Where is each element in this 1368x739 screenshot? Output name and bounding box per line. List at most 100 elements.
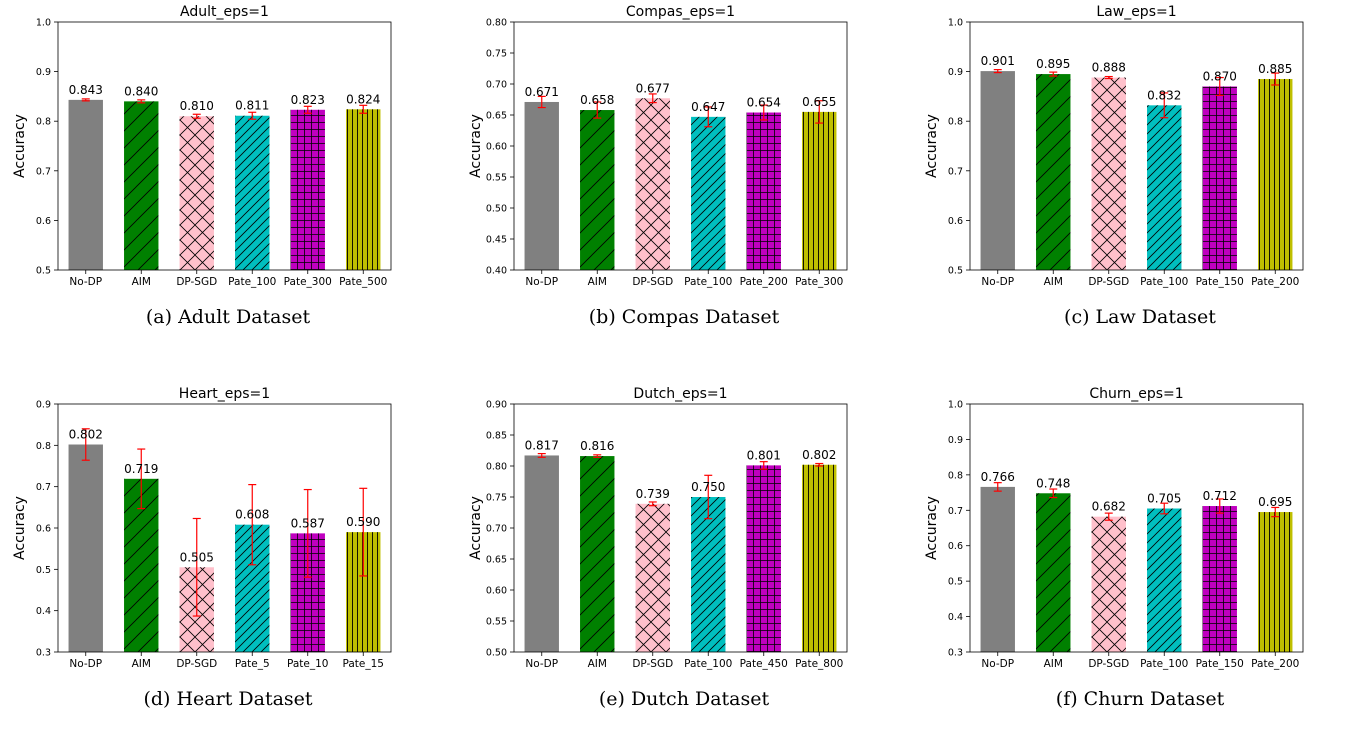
y-tick-label: 0.9 (948, 435, 963, 446)
chart-title: Dutch_eps=1 (633, 386, 727, 402)
y-tick-label: 0.65 (486, 555, 507, 566)
chart-churn: Churn_eps=1 Accuracy 0.3 0.4 0.5 0.6 0.7 0.8 0.9… (924, 386, 1304, 670)
y-tick-label: 0.80 (486, 462, 507, 473)
bar-hatch-dp-sgd (1091, 77, 1126, 270)
x-tick-label: Pate_200 (740, 276, 788, 288)
panel-law: Law_eps=1 Accuracy 0.5 0.6 0.7 0.8 0.9 1.0 0.901… (912, 0, 1368, 357)
bar-value-label: 0.832 (1147, 88, 1181, 102)
bar-value-label: 0.870 (1203, 69, 1237, 83)
bar-value-label: 0.695 (1258, 495, 1292, 509)
chart-law: Law_eps=1 Accuracy 0.5 0.6 0.7 0.8 0.9 1.0 0.901… (924, 4, 1304, 288)
bar-no-dp (524, 101, 559, 270)
x-tick-label: Pate_100 (1140, 276, 1188, 288)
x-tick-label: Pate_15 (343, 658, 384, 670)
y-tick-label: 0.8 (948, 470, 963, 481)
x-tick-label: DP-SGD (632, 658, 673, 670)
y-axis-label: Accuracy (468, 114, 484, 178)
y-tick-label: 1.0 (948, 400, 963, 411)
bar-value-label: 0.823 (291, 93, 325, 107)
bar-hatch-pate-100 (1147, 508, 1182, 652)
chart-adult: Adult_eps=1 Accuracy 0.5 0.6 0.7 0.8 0.9 1.0 0.8… (12, 4, 392, 288)
x-tick-label: AIM (588, 658, 607, 670)
panel-churn: Churn_eps=1 Accuracy 0.3 0.4 0.5 0.6 0.7 0.8 0.9… (912, 382, 1368, 739)
bar-value-label: 0.505 (180, 550, 214, 564)
chart-title: Compas_eps=1 (626, 4, 735, 20)
y-axis-label: Accuracy (924, 114, 940, 178)
bar-value-label: 0.658 (580, 93, 614, 107)
bar-hatch-pate-100 (691, 116, 726, 270)
y-tick-label: 0.5 (948, 577, 963, 588)
chart-title: Adult_eps=1 (180, 4, 269, 20)
bar-group-pate-200: 0.695 (1258, 495, 1293, 652)
bar-hatch-pate-100 (1147, 105, 1182, 270)
x-tick-label: Pate_10 (287, 658, 328, 670)
x-tick-label: DP-SGD (1088, 276, 1129, 288)
y-tick-label: 0.40 (486, 266, 507, 277)
y-tick-label: 0.9 (36, 67, 51, 78)
bar-group-pate-100: 0.705 (1147, 492, 1182, 652)
x-tick-label: AIM (132, 658, 151, 670)
bar-value-label: 0.647 (691, 100, 725, 114)
x-tick-label: Pate_800 (795, 658, 843, 670)
bar-hatch-pate-300 (802, 111, 837, 271)
bar-value-label: 0.682 (1092, 500, 1126, 514)
y-axis-label: Accuracy (12, 496, 28, 560)
bar-group-no-dp: 0.766 (980, 470, 1015, 652)
bar-hatch-aim (580, 110, 615, 270)
y-tick-label: 0.8 (36, 117, 51, 128)
y-tick-label: 0.6 (36, 216, 51, 227)
x-tick-label: Pate_100 (684, 276, 732, 288)
bar-hatch-aim (580, 456, 615, 652)
bar-group-pate-100: 0.647 (691, 100, 726, 270)
plot-frame (969, 21, 1304, 271)
y-tick-label: 0.5 (948, 266, 963, 277)
bar-no-dp (980, 71, 1015, 270)
bar-value-label: 0.748 (1036, 476, 1070, 490)
x-tick-label: DP-SGD (1088, 658, 1129, 670)
bar-group-aim: 0.719 (124, 448, 159, 652)
bar-group-pate-100: 0.811 (235, 99, 270, 270)
bar-group-dp-sgd: 0.677 (635, 81, 670, 270)
bar-no-dp (980, 486, 1015, 652)
chart-dutch: Dutch_eps=1 Accuracy 0.50 0.55 0.60 0.65 0.70 0… (468, 386, 848, 670)
caption-adult: (a) Adult Dataset (145, 306, 311, 328)
bar-group-pate-500: 0.824 (346, 92, 381, 271)
y-tick-label: 0.45 (486, 235, 507, 246)
x-tick-label: Pate_100 (684, 658, 732, 670)
x-tick-label: Pate_100 (1140, 658, 1188, 670)
y-tick-label: 0.7 (36, 482, 51, 493)
bar-no-dp (524, 455, 559, 652)
y-tick-label: 0.50 (486, 204, 507, 215)
bar-hatch-pate-800 (802, 464, 837, 652)
y-tick-label: 0.5 (36, 565, 51, 576)
bar-hatch-dp-sgd (635, 503, 670, 652)
y-axis-label: Accuracy (924, 496, 940, 560)
bar-value-label: 0.750 (691, 480, 725, 494)
y-tick-label: 0.3 (36, 648, 51, 659)
caption-heart: (d) Heart Dataset (143, 688, 313, 710)
bar-hatch-pate-200 (1258, 512, 1293, 652)
bar-group-pate-300: 0.655 (802, 95, 837, 271)
y-tick-label: 0.6 (36, 524, 51, 535)
y-tick-label: 0.75 (486, 493, 507, 504)
y-tick-label: 0.80 (486, 18, 507, 29)
x-tick-label: DP-SGD (176, 658, 217, 670)
chart-compas: Compas_eps=1 Accuracy 0.40 0.45 0.50 0.55 0.60… (468, 4, 848, 288)
y-tick-label: 0.6 (948, 216, 963, 227)
bar-group-pate-150: 0.712 (1202, 489, 1237, 652)
bar-hatch-aim (1036, 74, 1071, 270)
y-tick-label: 0.90 (486, 400, 507, 411)
chart-title: Law_eps=1 (1096, 4, 1176, 20)
panel-compas: Compas_eps=1 Accuracy 0.40 0.45 0.50 0.55 0.60… (456, 0, 912, 357)
x-tick-label: No-DP (69, 276, 102, 288)
y-tick-label: 0.7 (948, 506, 963, 517)
y-tick-label: 0.4 (36, 606, 51, 617)
x-tick-label: AIM (1044, 276, 1063, 288)
figure: Adult_eps=1 Accuracy 0.5 0.6 0.7 0.8 0.9 1.0 0.8… (0, 0, 1368, 710)
bar-hatch-dp-sgd (1091, 516, 1126, 652)
bar-value-label: 0.824 (346, 92, 380, 106)
panel-adult: Adult_eps=1 Accuracy 0.5 0.6 0.7 0.8 0.9 1.0 0.8… (0, 0, 456, 357)
bar-no-dp (68, 444, 103, 652)
caption-compas: (b) Compas Dataset (588, 306, 780, 328)
x-tick-label: DP-SGD (176, 276, 217, 288)
